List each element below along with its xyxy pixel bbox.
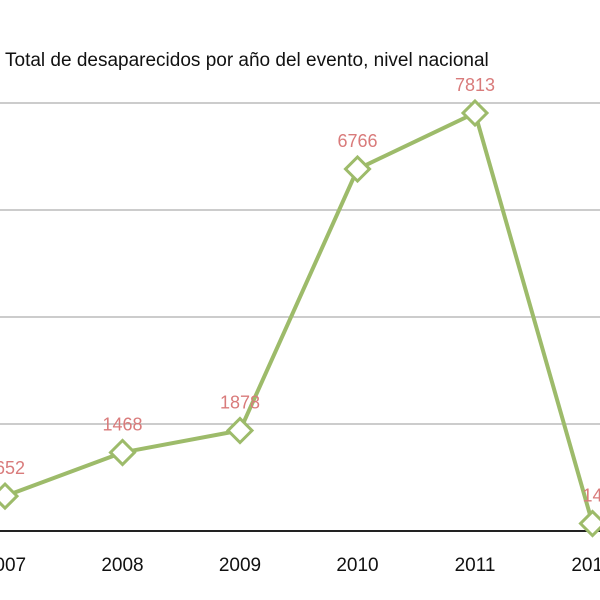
series-line [4,111,595,525]
data-label: 6766 [337,131,377,151]
data-label: 14 [583,486,600,506]
data-point-marker [0,481,20,511]
x-tick-label: 2010 [336,555,378,576]
data-label: 652 [0,458,25,478]
data-point-marker [225,416,255,445]
data-label: 7813 [455,75,495,95]
x-tick-label: 2008 [101,555,143,576]
data-label: 1468 [102,414,142,434]
x-tick-label: 2009 [219,555,261,576]
chart-title: Total de desaparecidos por año del event… [5,50,489,71]
data-label: 1878 [220,393,260,413]
x-tick-label: 2007 [0,555,26,576]
x-tick-label: 2012 [571,555,600,576]
data-point-marker [578,509,600,538]
data-point-marker [460,98,490,128]
data-point-marker [108,438,137,467]
x-tick-label: 2011 [455,555,496,576]
data-point-marker [343,154,372,184]
